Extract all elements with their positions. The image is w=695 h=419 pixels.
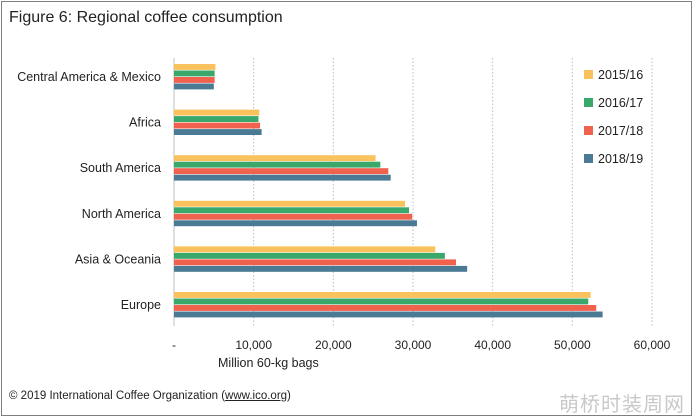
- x-axis-title: Million 60-kg bags: [218, 356, 319, 370]
- category-label: South America: [80, 161, 161, 175]
- category-label: Europe: [121, 298, 161, 312]
- bar: [174, 174, 391, 181]
- x-tick-label: 30,000: [395, 338, 432, 352]
- category-label: North America: [82, 207, 161, 221]
- bar: [174, 168, 389, 175]
- legend-swatch: [584, 126, 593, 135]
- x-tick-label: 50,000: [554, 338, 591, 352]
- bar: [174, 252, 445, 259]
- category-label: Africa: [129, 116, 161, 130]
- gridlines: [173, 58, 653, 326]
- legend: 2015/16 2016/17 2017/18 2018/19: [584, 68, 643, 166]
- x-tick-label: 10,000: [235, 338, 272, 352]
- legend-label: 2018/19: [598, 152, 643, 166]
- bar: [174, 109, 260, 116]
- legend-swatch: [584, 154, 593, 163]
- bar: [174, 200, 406, 207]
- category-label: Asia & Oceania: [75, 252, 161, 266]
- category-label: Central America & Mexico: [17, 70, 161, 84]
- chart-title: Figure 6: Regional coffee consumption: [9, 9, 283, 26]
- bar: [174, 70, 215, 77]
- x-tick-label: 60,000: [634, 338, 671, 352]
- bar: [174, 83, 214, 90]
- bar: [174, 116, 259, 122]
- x-tick-label: 20,000: [315, 338, 352, 352]
- bar: [174, 213, 413, 220]
- bar: [174, 298, 589, 305]
- legend-swatch: [584, 70, 593, 79]
- legend-label: 2015/16: [598, 68, 643, 82]
- legend-swatch: [584, 98, 593, 107]
- legend-label: 2016/17: [598, 96, 643, 110]
- copyright-notice: © 2019 International Coffee Organization…: [9, 390, 291, 402]
- bar: [174, 265, 468, 272]
- bar: [174, 246, 436, 253]
- bar: [174, 129, 262, 135]
- x-tick-label: -: [172, 338, 176, 352]
- bar: [174, 259, 457, 266]
- bars: [174, 64, 603, 318]
- bar: [174, 155, 376, 162]
- x-tick-labels: - 10,000 20,000 30,000 40,000 50,000 60,000: [172, 338, 671, 352]
- bar: [174, 311, 603, 318]
- category-labels: Central America & Mexico Africa South Amer…: [17, 70, 161, 312]
- bar: [174, 122, 261, 129]
- watermark: 萌桥时装周网: [559, 394, 685, 416]
- x-tick-label: 40,000: [474, 338, 511, 352]
- bar: [174, 305, 597, 311]
- bar: [174, 220, 417, 227]
- bar: [174, 207, 410, 214]
- bar: [174, 161, 381, 168]
- legend-label: 2017/18: [598, 124, 643, 138]
- ico-link[interactable]: www.ico.org: [225, 390, 288, 402]
- bar: [174, 64, 216, 70]
- bar: [174, 77, 215, 83]
- copyright-suffix: ): [287, 390, 291, 402]
- copyright-prefix: © 2019 International Coffee Organization…: [9, 390, 226, 402]
- bar: [174, 292, 591, 298]
